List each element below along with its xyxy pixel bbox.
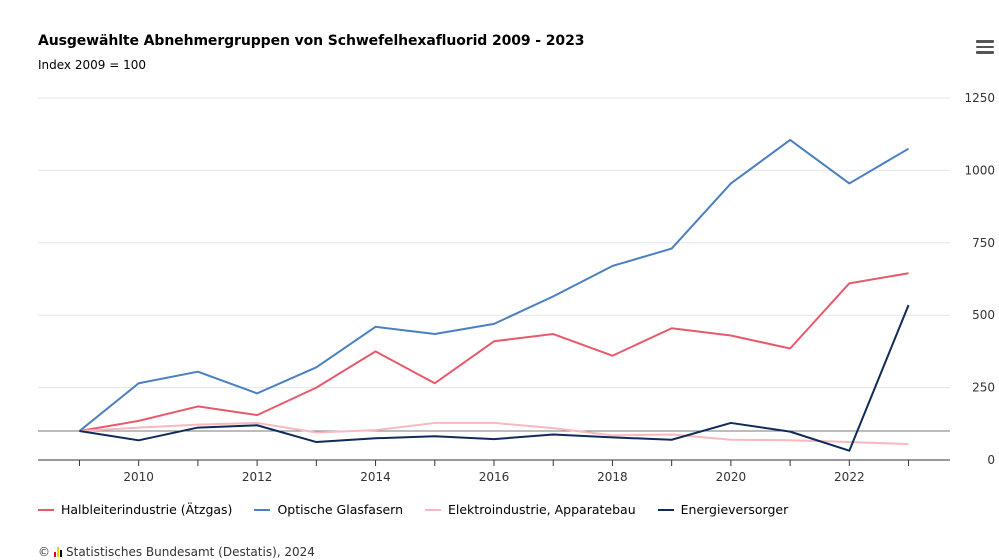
x-axis-labels: 2010 2012 2014 2016 2018 2020 2022 <box>123 470 864 484</box>
y-tick-label: 1000 <box>964 163 995 177</box>
y-tick-label: 250 <box>972 381 995 395</box>
menu-bar <box>976 45 994 48</box>
legend-label: Halbleiterindustrie (Ätzgas) <box>61 502 233 517</box>
destatis-logo-icon <box>54 547 62 557</box>
legend-swatch <box>38 508 54 511</box>
x-tick-label: 2014 <box>360 470 391 484</box>
hamburger-menu-icon[interactable] <box>976 40 994 54</box>
chart-legend: Halbleiterindustrie (Ätzgas) Optische Gla… <box>38 502 788 517</box>
legend-item[interactable]: Optische Glasfasern <box>254 502 403 517</box>
legend-item[interactable]: Halbleiterindustrie (Ätzgas) <box>38 502 232 517</box>
credit-text: Statistisches Bundesamt (Destatis), 2024 <box>66 545 315 559</box>
legend-item[interactable]: Elektroindustrie, Apparatebau <box>425 502 636 517</box>
x-tick-label: 2016 <box>479 470 510 484</box>
series-line[interactable] <box>79 421 909 446</box>
series-line[interactable] <box>79 272 909 433</box>
y-tick-label: 0 <box>987 453 995 467</box>
y-tick-label: 750 <box>972 236 995 250</box>
legend-label: Energieversorger <box>680 502 789 517</box>
source-credit: © Statistisches Bundesamt (Destatis), 20… <box>38 545 315 559</box>
x-axis <box>38 459 950 466</box>
legend-swatch <box>425 508 441 511</box>
series-line[interactable] <box>79 304 910 452</box>
y-axis-labels: 0 250 500 750 1000 1250 <box>964 91 995 467</box>
legend-label: Optische Glasfasern <box>277 502 403 517</box>
series-lines <box>78 138 910 452</box>
grid-lines <box>38 97 950 432</box>
series-line[interactable] <box>78 138 910 432</box>
x-tick-label: 2022 <box>834 470 865 484</box>
chart-title: Ausgewählte Abnehmergruppen von Schwefel… <box>38 33 585 49</box>
legend-label: Elektroindustrie, Apparatebau <box>448 502 636 517</box>
x-tick-label: 2010 <box>123 470 154 484</box>
x-tick-label: 2018 <box>597 470 628 484</box>
legend-item[interactable]: Energieversorger <box>657 502 789 517</box>
legend-swatch <box>254 508 271 511</box>
menu-bar <box>976 51 994 54</box>
copyright-symbol: © <box>38 545 50 559</box>
legend-swatch <box>657 508 674 511</box>
x-tick-label: 2020 <box>716 470 747 484</box>
chart-subtitle: Index 2009 = 100 <box>38 58 146 72</box>
y-tick-label: 500 <box>972 308 995 322</box>
menu-bar <box>976 40 994 43</box>
y-tick-label: 1250 <box>964 91 995 105</box>
x-tick-label: 2012 <box>242 470 273 484</box>
